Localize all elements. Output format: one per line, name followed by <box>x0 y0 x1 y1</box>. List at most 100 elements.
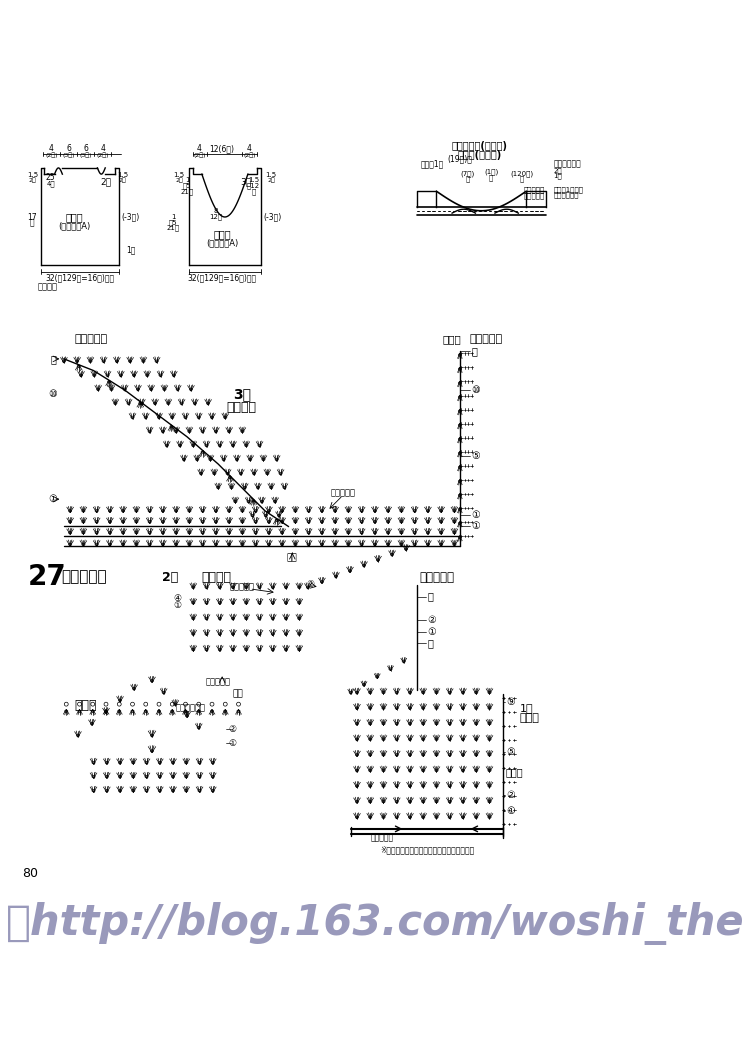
Text: 2図: 2図 <box>162 571 178 584</box>
Text: 1.5: 1.5 <box>27 172 38 178</box>
Text: 右肩下がり: 右肩下がり <box>470 335 502 344</box>
Text: ①: ① <box>174 602 182 610</box>
Text: 糸をつける: 糸をつける <box>230 582 254 591</box>
Text: 1.5: 1.5 <box>117 172 128 178</box>
Text: ⑫: ⑫ <box>472 346 478 356</box>
Text: 後身頃: 後身頃 <box>65 212 82 222</box>
Text: 80: 80 <box>22 867 38 880</box>
Text: 中心: 中心 <box>287 553 298 562</box>
Text: 拾: 拾 <box>466 176 470 182</box>
Text: (19目)拾: (19目)拾 <box>448 154 472 163</box>
Text: (模様編みA): (模様編みA) <box>58 221 90 230</box>
Text: モ・模様: モ・模様 <box>38 283 58 291</box>
Text: 12(6モ): 12(6モ) <box>210 144 235 152</box>
Text: (3モ): (3モ) <box>80 152 92 158</box>
Text: 1図: 1図 <box>126 246 136 254</box>
Text: ②: ② <box>507 790 515 801</box>
Text: ②: ② <box>306 579 314 589</box>
Text: 8: 8 <box>214 208 218 214</box>
Text: ※ひもは前中心で左右対称になるように通す: ※ひもは前中心で左右対称になるように通す <box>380 845 474 855</box>
Text: 2段: 2段 <box>176 178 183 183</box>
Text: 21段: 21段 <box>166 225 179 231</box>
Text: 2段: 2段 <box>28 178 37 183</box>
Text: 6: 6 <box>83 144 88 152</box>
Text: (2モ): (2モ) <box>194 152 206 158</box>
Text: ワンピース: ワンピース <box>61 570 106 585</box>
Text: 6: 6 <box>66 144 71 152</box>
Text: 2段: 2段 <box>118 178 126 183</box>
Text: 後12: 後12 <box>247 182 260 190</box>
Text: 4: 4 <box>197 144 202 152</box>
Text: (1目): (1目) <box>484 168 498 175</box>
Text: 1.5: 1.5 <box>266 172 277 178</box>
Text: ①: ① <box>472 521 480 532</box>
Text: 前身頃: 前身頃 <box>213 229 231 239</box>
Text: 25: 25 <box>46 173 56 182</box>
Text: 2図: 2図 <box>100 178 112 186</box>
Text: 4: 4 <box>247 144 252 152</box>
Text: 衿・袖ぐり(縁編み): 衿・袖ぐり(縁編み) <box>452 141 507 151</box>
Text: 縁編み: 縁編み <box>506 767 524 777</box>
Text: 3図: 3図 <box>240 178 251 186</box>
Text: 右肩下がり: 右肩下がり <box>419 571 454 584</box>
Text: ⑨: ⑨ <box>507 697 515 706</box>
Text: 縁編み: 縁編み <box>442 335 461 344</box>
Text: (120目): (120目) <box>511 170 534 177</box>
Text: 袖ぐり: 袖ぐり <box>520 713 540 723</box>
Text: 姐http://blog.163.com/woshi_the: 姐http://blog.163.com/woshi_the <box>6 902 745 946</box>
Text: 角に鎖1目: 角に鎖1目 <box>421 160 444 168</box>
Text: カットする: カットする <box>524 193 544 199</box>
Text: (-3モ): (-3モ) <box>264 213 282 221</box>
Text: 背あき: 背あき <box>74 699 97 713</box>
Text: ⑤: ⑤ <box>472 451 480 462</box>
Text: (2モ): (2モ) <box>97 152 109 158</box>
Text: (模様編みA): (模様編みA) <box>206 238 238 247</box>
Text: 背あき(細編み): 背あき(細編み) <box>458 149 502 160</box>
Text: (7目): (7目) <box>460 170 475 177</box>
Text: 糸をつける: 糸をつける <box>206 678 231 687</box>
Text: 27: 27 <box>27 563 66 591</box>
Text: 2段: 2段 <box>554 167 562 174</box>
Text: ④: ④ <box>174 594 182 603</box>
Text: 4: 4 <box>100 144 105 152</box>
Text: 後5: 後5 <box>169 219 177 226</box>
Text: 21段: 21段 <box>181 189 194 195</box>
Text: 後5: 後5 <box>183 182 191 190</box>
Text: ①: ① <box>507 806 515 815</box>
Text: 3図: 3図 <box>232 387 250 401</box>
Text: ひも通し図: ひも通し図 <box>371 833 394 843</box>
Text: 1.5: 1.5 <box>174 172 184 178</box>
Text: 4段: 4段 <box>46 180 55 186</box>
Text: 32(鎖129目=16モ)作る: 32(鎖129目=16モ)作る <box>188 273 256 283</box>
Text: 1図: 1図 <box>520 703 533 713</box>
Text: ボタンループ: ボタンループ <box>554 160 581 168</box>
Text: 4: 4 <box>49 144 54 152</box>
Text: 1.5: 1.5 <box>248 177 259 182</box>
Text: ①: ① <box>427 627 436 636</box>
Text: 17: 17 <box>27 213 37 221</box>
Text: ①: ① <box>472 509 480 520</box>
Text: 前衿ぐり: 前衿ぐり <box>226 401 256 414</box>
Text: 左肩下がり: 左肩下がり <box>74 335 107 344</box>
Text: ⑳: ⑳ <box>427 592 433 602</box>
Text: 拾: 拾 <box>489 174 494 181</box>
Text: ⑳: ⑳ <box>50 354 56 364</box>
Text: 1: 1 <box>171 214 176 220</box>
Text: ⑤: ⑤ <box>507 748 515 757</box>
Text: ⑩: ⑩ <box>49 389 58 399</box>
Text: 先を斜めに: 先を斜めに <box>524 186 544 193</box>
Text: ②: ② <box>427 615 436 625</box>
Text: ①: ① <box>49 495 58 504</box>
Text: ボタンループ: ボタンループ <box>176 703 206 713</box>
Text: 身頃の1段めに: 身頃の1段めに <box>554 186 584 193</box>
Text: 12段: 12段 <box>209 214 223 220</box>
Text: 拾: 拾 <box>520 176 524 182</box>
Text: ①: ① <box>228 738 236 748</box>
Text: (3モ): (3モ) <box>62 152 75 158</box>
Text: 2段: 2段 <box>267 178 275 183</box>
Text: 段: 段 <box>30 219 34 228</box>
Text: 段: 段 <box>251 189 256 195</box>
Text: (2モ): (2モ) <box>243 152 256 158</box>
Text: 糸をつける: 糸をつける <box>331 488 356 498</box>
Text: ②: ② <box>228 724 236 734</box>
